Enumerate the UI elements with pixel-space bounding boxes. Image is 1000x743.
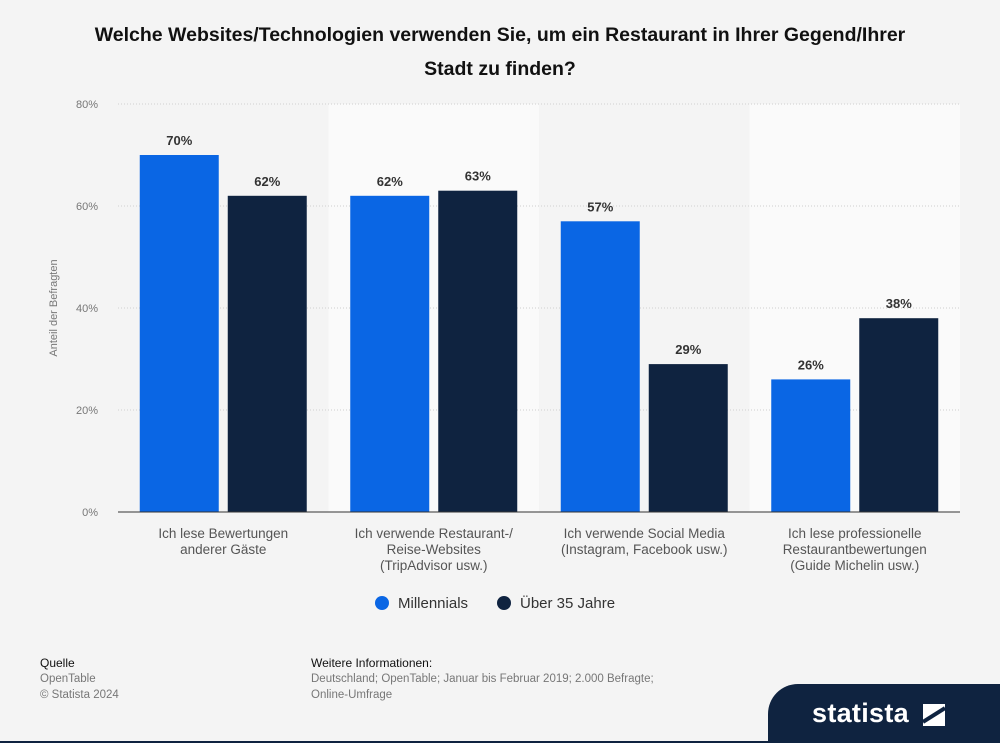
y-tick-label: 80% bbox=[76, 99, 98, 111]
bottom-divider bbox=[0, 741, 1000, 743]
chart-title: Welche Websites/Technologien verwenden S… bbox=[94, 24, 906, 80]
legend-marker bbox=[497, 596, 511, 610]
y-tick-label: 40% bbox=[76, 303, 98, 315]
bar-ueber-35 bbox=[227, 195, 307, 513]
x-category-label: Ich verwende Restaurant-/ bbox=[355, 526, 514, 541]
data-label: 29% bbox=[675, 342, 701, 357]
data-label: 70% bbox=[166, 133, 192, 148]
bar-ueber-35 bbox=[438, 190, 518, 512]
statista-flag-icon bbox=[923, 704, 945, 726]
copyright: © Statista 2024 bbox=[40, 689, 119, 701]
data-label: 62% bbox=[377, 174, 403, 189]
legend-label: Über 35 Jahre bbox=[520, 594, 615, 612]
bar-millennials bbox=[139, 155, 219, 512]
x-category-label: (TripAdvisor usw.) bbox=[380, 558, 488, 573]
legend-marker bbox=[375, 596, 389, 610]
x-category-label: Reise-Websites bbox=[387, 542, 482, 557]
bar-millennials bbox=[771, 379, 851, 512]
legend-label: Millennials bbox=[398, 595, 468, 612]
info-line-2: Online-Umfrage bbox=[311, 689, 393, 701]
x-category-label: Ich lese professionelle bbox=[788, 526, 922, 541]
x-category-label: anderer Gäste bbox=[180, 542, 266, 557]
y-tick-label: 20% bbox=[76, 405, 98, 417]
x-category-label: Ich verwende Social Media bbox=[564, 526, 726, 541]
y-axis-label: Anteil der Befragten bbox=[48, 259, 60, 356]
y-tick-label: 60% bbox=[76, 201, 98, 213]
bar-millennials bbox=[350, 195, 430, 513]
x-category-label: Restaurantbewertungen bbox=[783, 542, 927, 557]
x-category-label: Ich lese Bewertungen bbox=[158, 526, 288, 541]
data-label: 26% bbox=[798, 357, 824, 372]
statista-logo[interactable]: statista bbox=[768, 684, 1000, 742]
bar-millennials bbox=[560, 221, 640, 513]
bar-ueber-35 bbox=[648, 364, 728, 512]
data-label: 57% bbox=[587, 199, 613, 214]
data-label: 38% bbox=[886, 296, 912, 311]
x-category-label: (Instagram, Facebook usw.) bbox=[561, 542, 728, 557]
bar-chart: 0% 20% 40% 60% 80% Anteil der Befragten 70% 62%… bbox=[48, 99, 960, 612]
data-label: 63% bbox=[465, 169, 491, 184]
info-line-1: Deutschland; OpenTable; Januar bis Febru… bbox=[311, 673, 654, 685]
info-heading: Weitere Informationen: bbox=[311, 656, 433, 670]
source-name[interactable]: OpenTable bbox=[40, 673, 96, 685]
data-label: 62% bbox=[254, 174, 280, 189]
source-block: Quelle OpenTable © Statista 2024 bbox=[40, 655, 119, 703]
y-tick-label: 0% bbox=[82, 507, 98, 519]
brand-name: statista bbox=[812, 698, 909, 728]
x-category-label: (Guide Michelin usw.) bbox=[790, 558, 919, 573]
bar-ueber-35 bbox=[859, 318, 939, 512]
info-block: Weitere Informationen: Deutschland; Open… bbox=[311, 655, 731, 703]
source-heading: Quelle bbox=[40, 656, 75, 670]
